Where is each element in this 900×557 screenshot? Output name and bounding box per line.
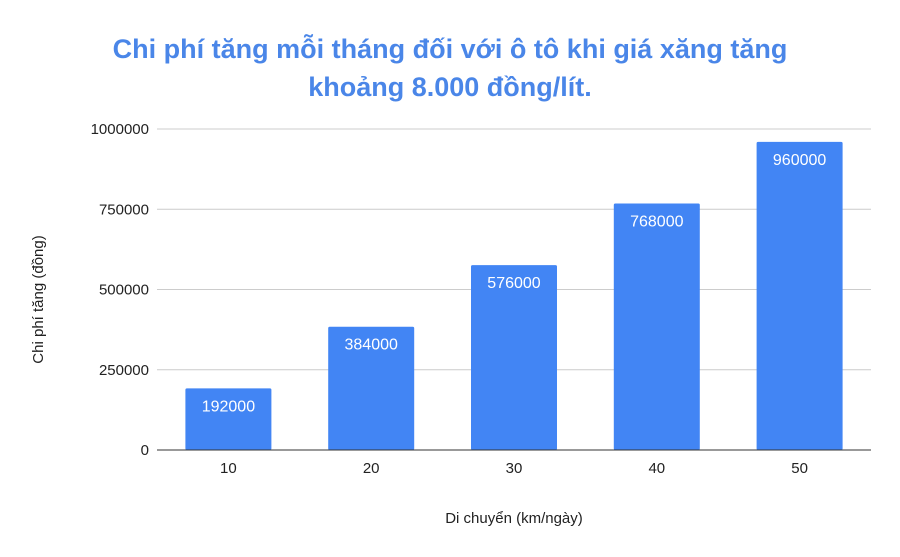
data-label: 384000 bbox=[345, 337, 398, 354]
x-tick-label: 40 bbox=[648, 460, 665, 477]
chart-title-line-2: khoảng 8.000 đồng/lít. bbox=[308, 72, 592, 102]
y-tick-label: 1000000 bbox=[91, 121, 149, 138]
y-tick-label: 750000 bbox=[99, 201, 149, 218]
data-label: 192000 bbox=[202, 398, 255, 415]
bar bbox=[328, 326, 415, 450]
data-labels: 192000 384000 576000 768000 960000 bbox=[202, 152, 827, 416]
bar bbox=[185, 388, 272, 450]
bar bbox=[471, 265, 557, 450]
y-axis-ticks: 0 250000 500000 750000 1000000 bbox=[91, 121, 149, 459]
x-tick-label: 30 bbox=[506, 460, 523, 477]
x-tick-label: 50 bbox=[791, 460, 808, 477]
data-label: 768000 bbox=[630, 213, 683, 230]
bars bbox=[185, 141, 843, 450]
data-label: 960000 bbox=[773, 152, 826, 169]
chart-title: Chi phí tăng mỗi tháng đối với ô tô khi … bbox=[0, 30, 900, 106]
x-tick-label: 10 bbox=[220, 460, 237, 477]
y-axis-title: Chi phí tăng (đồng) bbox=[30, 235, 47, 363]
data-label: 576000 bbox=[487, 275, 540, 292]
y-tick-label: 500000 bbox=[99, 282, 149, 299]
bar bbox=[756, 141, 843, 450]
chart-title-line-1: Chi phí tăng mỗi tháng đối với ô tô khi … bbox=[112, 34, 788, 64]
x-axis-ticks: 10 20 30 40 50 bbox=[220, 460, 808, 477]
x-tick-label: 20 bbox=[363, 460, 380, 477]
x-axis-title: Di chuyển (km/ngày) bbox=[445, 510, 583, 527]
y-tick-label: 250000 bbox=[99, 362, 149, 379]
y-tick-label: 0 bbox=[141, 442, 149, 459]
bar bbox=[613, 203, 700, 450]
